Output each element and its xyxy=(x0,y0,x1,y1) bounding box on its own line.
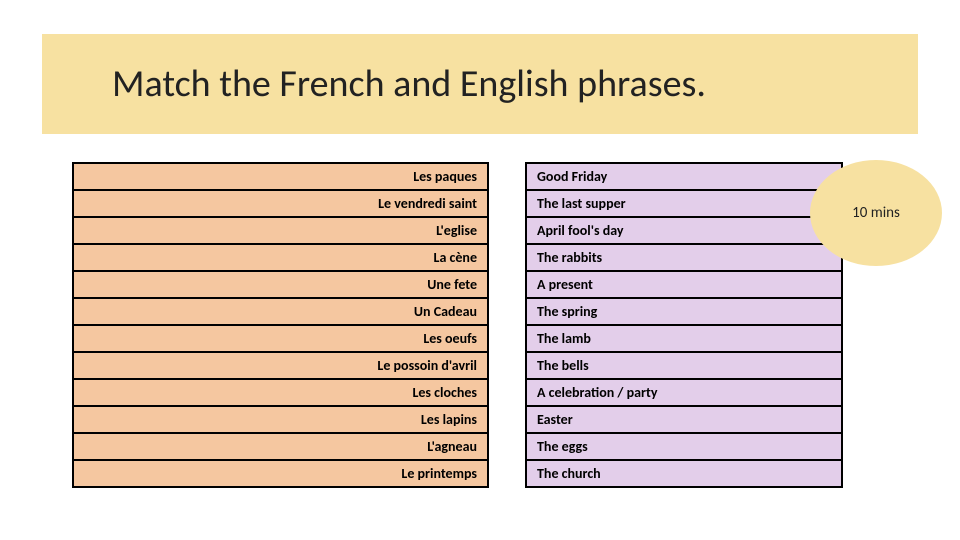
english-table: Good Friday The last supper April fool's… xyxy=(525,162,843,488)
french-cell: Les paques xyxy=(73,163,488,190)
english-cell: The last supper xyxy=(526,190,842,217)
french-cell: Les cloches xyxy=(73,379,488,406)
french-cell: Le printemps xyxy=(73,460,488,487)
french-cell: L'eglise xyxy=(73,217,488,244)
timer-label: 10 mins xyxy=(852,204,900,222)
timer-badge: 10 mins xyxy=(810,160,942,266)
english-cell: The rabbits xyxy=(526,244,842,271)
french-cell: Les oeufs xyxy=(73,325,488,352)
french-cell: Les lapins xyxy=(73,406,488,433)
page-title: Match the French and English phrases. xyxy=(112,61,706,107)
french-cell: Une fete xyxy=(73,271,488,298)
english-cell: A present xyxy=(526,271,842,298)
english-cell: The church xyxy=(526,460,842,487)
english-cell: The lamb xyxy=(526,325,842,352)
matching-tables: Les paques Le vendredi saint L'eglise La… xyxy=(72,162,843,488)
french-cell: Le vendredi saint xyxy=(73,190,488,217)
french-cell: L'agneau xyxy=(73,433,488,460)
title-banner: Match the French and English phrases. xyxy=(42,34,918,134)
english-cell: A celebration / party xyxy=(526,379,842,406)
english-cell: The spring xyxy=(526,298,842,325)
english-cell: The bells xyxy=(526,352,842,379)
english-cell: Easter xyxy=(526,406,842,433)
english-cell: April fool's day xyxy=(526,217,842,244)
french-table: Les paques Le vendredi saint L'eglise La… xyxy=(72,162,489,488)
french-cell: Un Cadeau xyxy=(73,298,488,325)
french-cell: La cène xyxy=(73,244,488,271)
english-cell: Good Friday xyxy=(526,163,842,190)
french-cell: Le possoin d'avril xyxy=(73,352,488,379)
english-cell: The eggs xyxy=(526,433,842,460)
